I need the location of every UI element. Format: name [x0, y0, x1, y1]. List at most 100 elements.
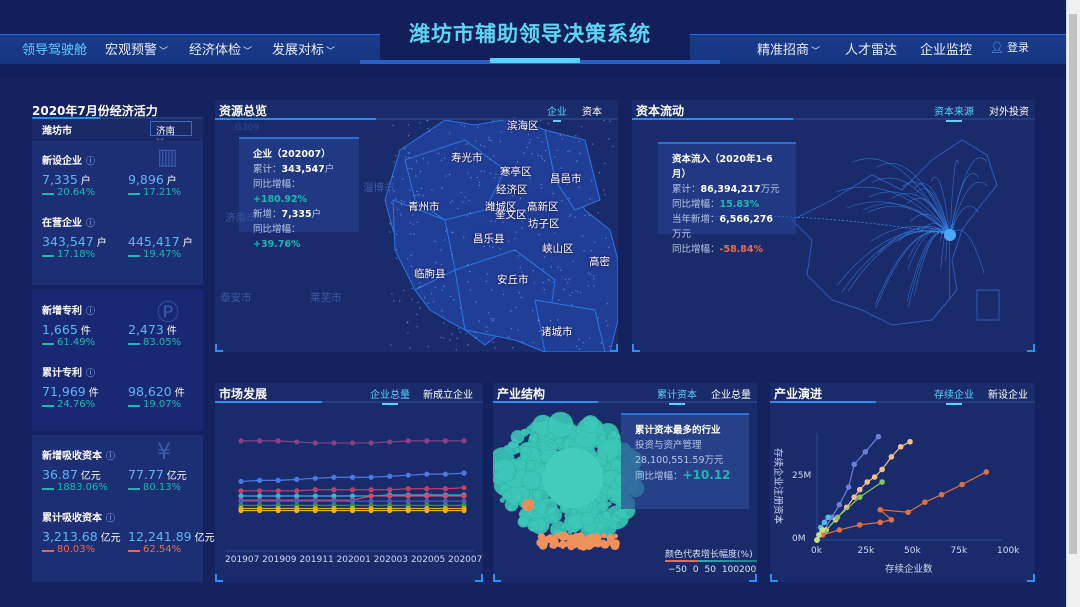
enterprise-dot — [477, 126, 479, 129]
info-icon[interactable]: ⓘ — [86, 369, 96, 379]
tab-new-enterprises[interactable]: 新设企业 — [988, 390, 1028, 401]
enterprise-dot — [512, 195, 514, 197]
compare-city-select[interactable]: 济南 ﹀ — [150, 121, 192, 147]
enterprise-dot — [465, 333, 467, 335]
data-point — [387, 498, 393, 504]
tab-surviving-enterprises[interactable]: 存续企业 — [934, 386, 974, 405]
nav-item[interactable]: 人才雷达 — [845, 39, 897, 58]
enterprise-dot — [501, 241, 503, 244]
title-underline — [215, 118, 618, 120]
nav-item[interactable]: 领导驾驶舱 — [22, 39, 87, 58]
enterprise-dot — [488, 245, 491, 248]
enterprise-dot — [416, 194, 419, 196]
map-region-label[interactable]: 青州市 — [408, 201, 440, 213]
trend-down-icon — [42, 544, 54, 552]
tooltip-row: 新增：7,335户 — [253, 209, 322, 220]
map-region-label[interactable]: 临朐县 — [414, 268, 446, 280]
tab-capital-source[interactable]: 资本来源 — [934, 103, 974, 122]
enterprise-dot — [441, 289, 444, 291]
map-region-label[interactable]: 诸城市 — [541, 326, 573, 338]
map-region-label[interactable]: 经济区 — [496, 184, 528, 196]
map-region-label[interactable]: 高密 — [589, 256, 610, 268]
map-region-label[interactable]: 昌邑市 — [550, 173, 582, 185]
tab-cumulative-capital[interactable]: 累计资本 — [657, 386, 697, 405]
capital-inflow-tooltip: 资本流入（2020年1-6月） 累计：86,394,217万元 同比增幅：15.… — [658, 142, 796, 255]
info-icon[interactable]: ⓘ — [86, 219, 96, 229]
enterprise-dot — [532, 269, 535, 272]
tab-capital[interactable]: 资本 — [582, 107, 602, 118]
trend-up-icon — [128, 482, 140, 490]
enterprise-dot — [488, 136, 490, 139]
tab-total-enterprises[interactable]: 企业总量 — [370, 386, 410, 405]
color-legend-bar — [665, 560, 757, 562]
map-region-label[interactable]: 昌乐县 — [473, 233, 505, 245]
map-region-label[interactable]: 潍城区 — [485, 201, 517, 213]
city-label: 潍坊市 — [42, 126, 72, 137]
enterprise-dot — [459, 331, 461, 333]
x-tick-label: 202005 — [410, 555, 446, 565]
map-region-label[interactable]: 峡山区 — [542, 243, 574, 255]
enterprise-dot — [575, 135, 577, 137]
data-point — [238, 493, 244, 499]
login-button[interactable]: 👤︎ 登录 — [990, 39, 1029, 55]
tab-enterprise-total[interactable]: 企业总量 — [711, 390, 751, 401]
tab-new-enterprises[interactable]: 新成立企业 — [423, 390, 473, 401]
info-icon[interactable]: ⓘ — [86, 157, 96, 167]
industry-bubble — [601, 533, 607, 539]
enterprise-dot — [531, 210, 534, 212]
enterprise-dot — [491, 246, 494, 248]
nav-item[interactable]: 精准招商 ﹀ — [757, 39, 820, 58]
data-point — [907, 438, 913, 445]
capital-flow-line — [930, 176, 951, 236]
map-region-label[interactable]: 滨海区 — [507, 120, 539, 132]
enterprise-dot — [510, 183, 512, 185]
data-point — [938, 491, 945, 498]
tooltip-row: 当年新增：6,566,276万元 — [672, 214, 774, 240]
enterprise-dot — [608, 138, 610, 140]
enterprise-dot — [607, 324, 609, 327]
enterprise-dot — [416, 313, 418, 316]
enterprise-dot — [529, 139, 532, 141]
nav-label: 企业监控 — [920, 43, 973, 58]
data-point — [349, 440, 356, 446]
enterprise-dot — [541, 158, 544, 160]
enterprise-dot — [451, 231, 453, 234]
enterprise-dot — [435, 261, 437, 264]
market-line-chart[interactable] — [215, 383, 483, 582]
enterprise-dot — [537, 136, 539, 139]
info-icon[interactable]: ⓘ — [106, 514, 116, 524]
map-region-label[interactable]: 安丘市 — [497, 274, 529, 286]
map-region-label[interactable]: 寿光市 — [451, 152, 483, 164]
info-icon[interactable]: ⓘ — [86, 307, 96, 317]
nav-item[interactable]: 经济体检 ﹀ — [189, 39, 252, 58]
tab-enterprise[interactable]: 企业 — [547, 103, 567, 122]
enterprise-dot — [483, 245, 486, 248]
metric-label: 新增专利 ⓘ — [42, 306, 96, 317]
map-region-label[interactable]: 坊子区 — [528, 218, 560, 230]
map-region-label[interactable]: 寒亭区 — [500, 166, 532, 178]
enterprise-dot — [427, 345, 430, 348]
nav-item[interactable]: 发展对标 ﹀ — [272, 39, 335, 58]
data-point — [312, 440, 318, 446]
map-region-label[interactable]: 高新区 — [527, 201, 559, 213]
nav-item[interactable]: 企业监控 — [920, 39, 972, 58]
industry-bubble — [521, 470, 542, 490]
enterprise-dot — [449, 339, 451, 341]
market-development-panel: 市场发展 企业总量 新成立企业 201907 201909 201911 202001… — [215, 383, 483, 582]
map-region-label[interactable]: 奎文区 — [495, 209, 527, 221]
nav-item[interactable]: 宏观预警 ﹀ — [105, 39, 168, 58]
industry-bubble — [527, 519, 540, 532]
china-flow-map[interactable] — [632, 100, 1035, 352]
tab-outbound-investment[interactable]: 对外投资 — [989, 107, 1029, 118]
industry-bubble — [532, 509, 539, 516]
weifang-map[interactable]: G309 — [215, 100, 618, 352]
enterprise-dot — [552, 192, 554, 195]
enterprise-dot — [594, 241, 596, 243]
info-icon[interactable]: ⓘ — [106, 452, 116, 462]
evolution-scatter-chart[interactable] — [770, 383, 1035, 582]
enterprise-dot — [464, 196, 466, 198]
enterprise-dot — [430, 292, 433, 295]
login-label: 登录 — [1006, 41, 1029, 54]
tooltip-growth: 同比增幅：+10.12 — [635, 468, 731, 482]
scrollbar-thumb[interactable] — [1069, 14, 1077, 554]
